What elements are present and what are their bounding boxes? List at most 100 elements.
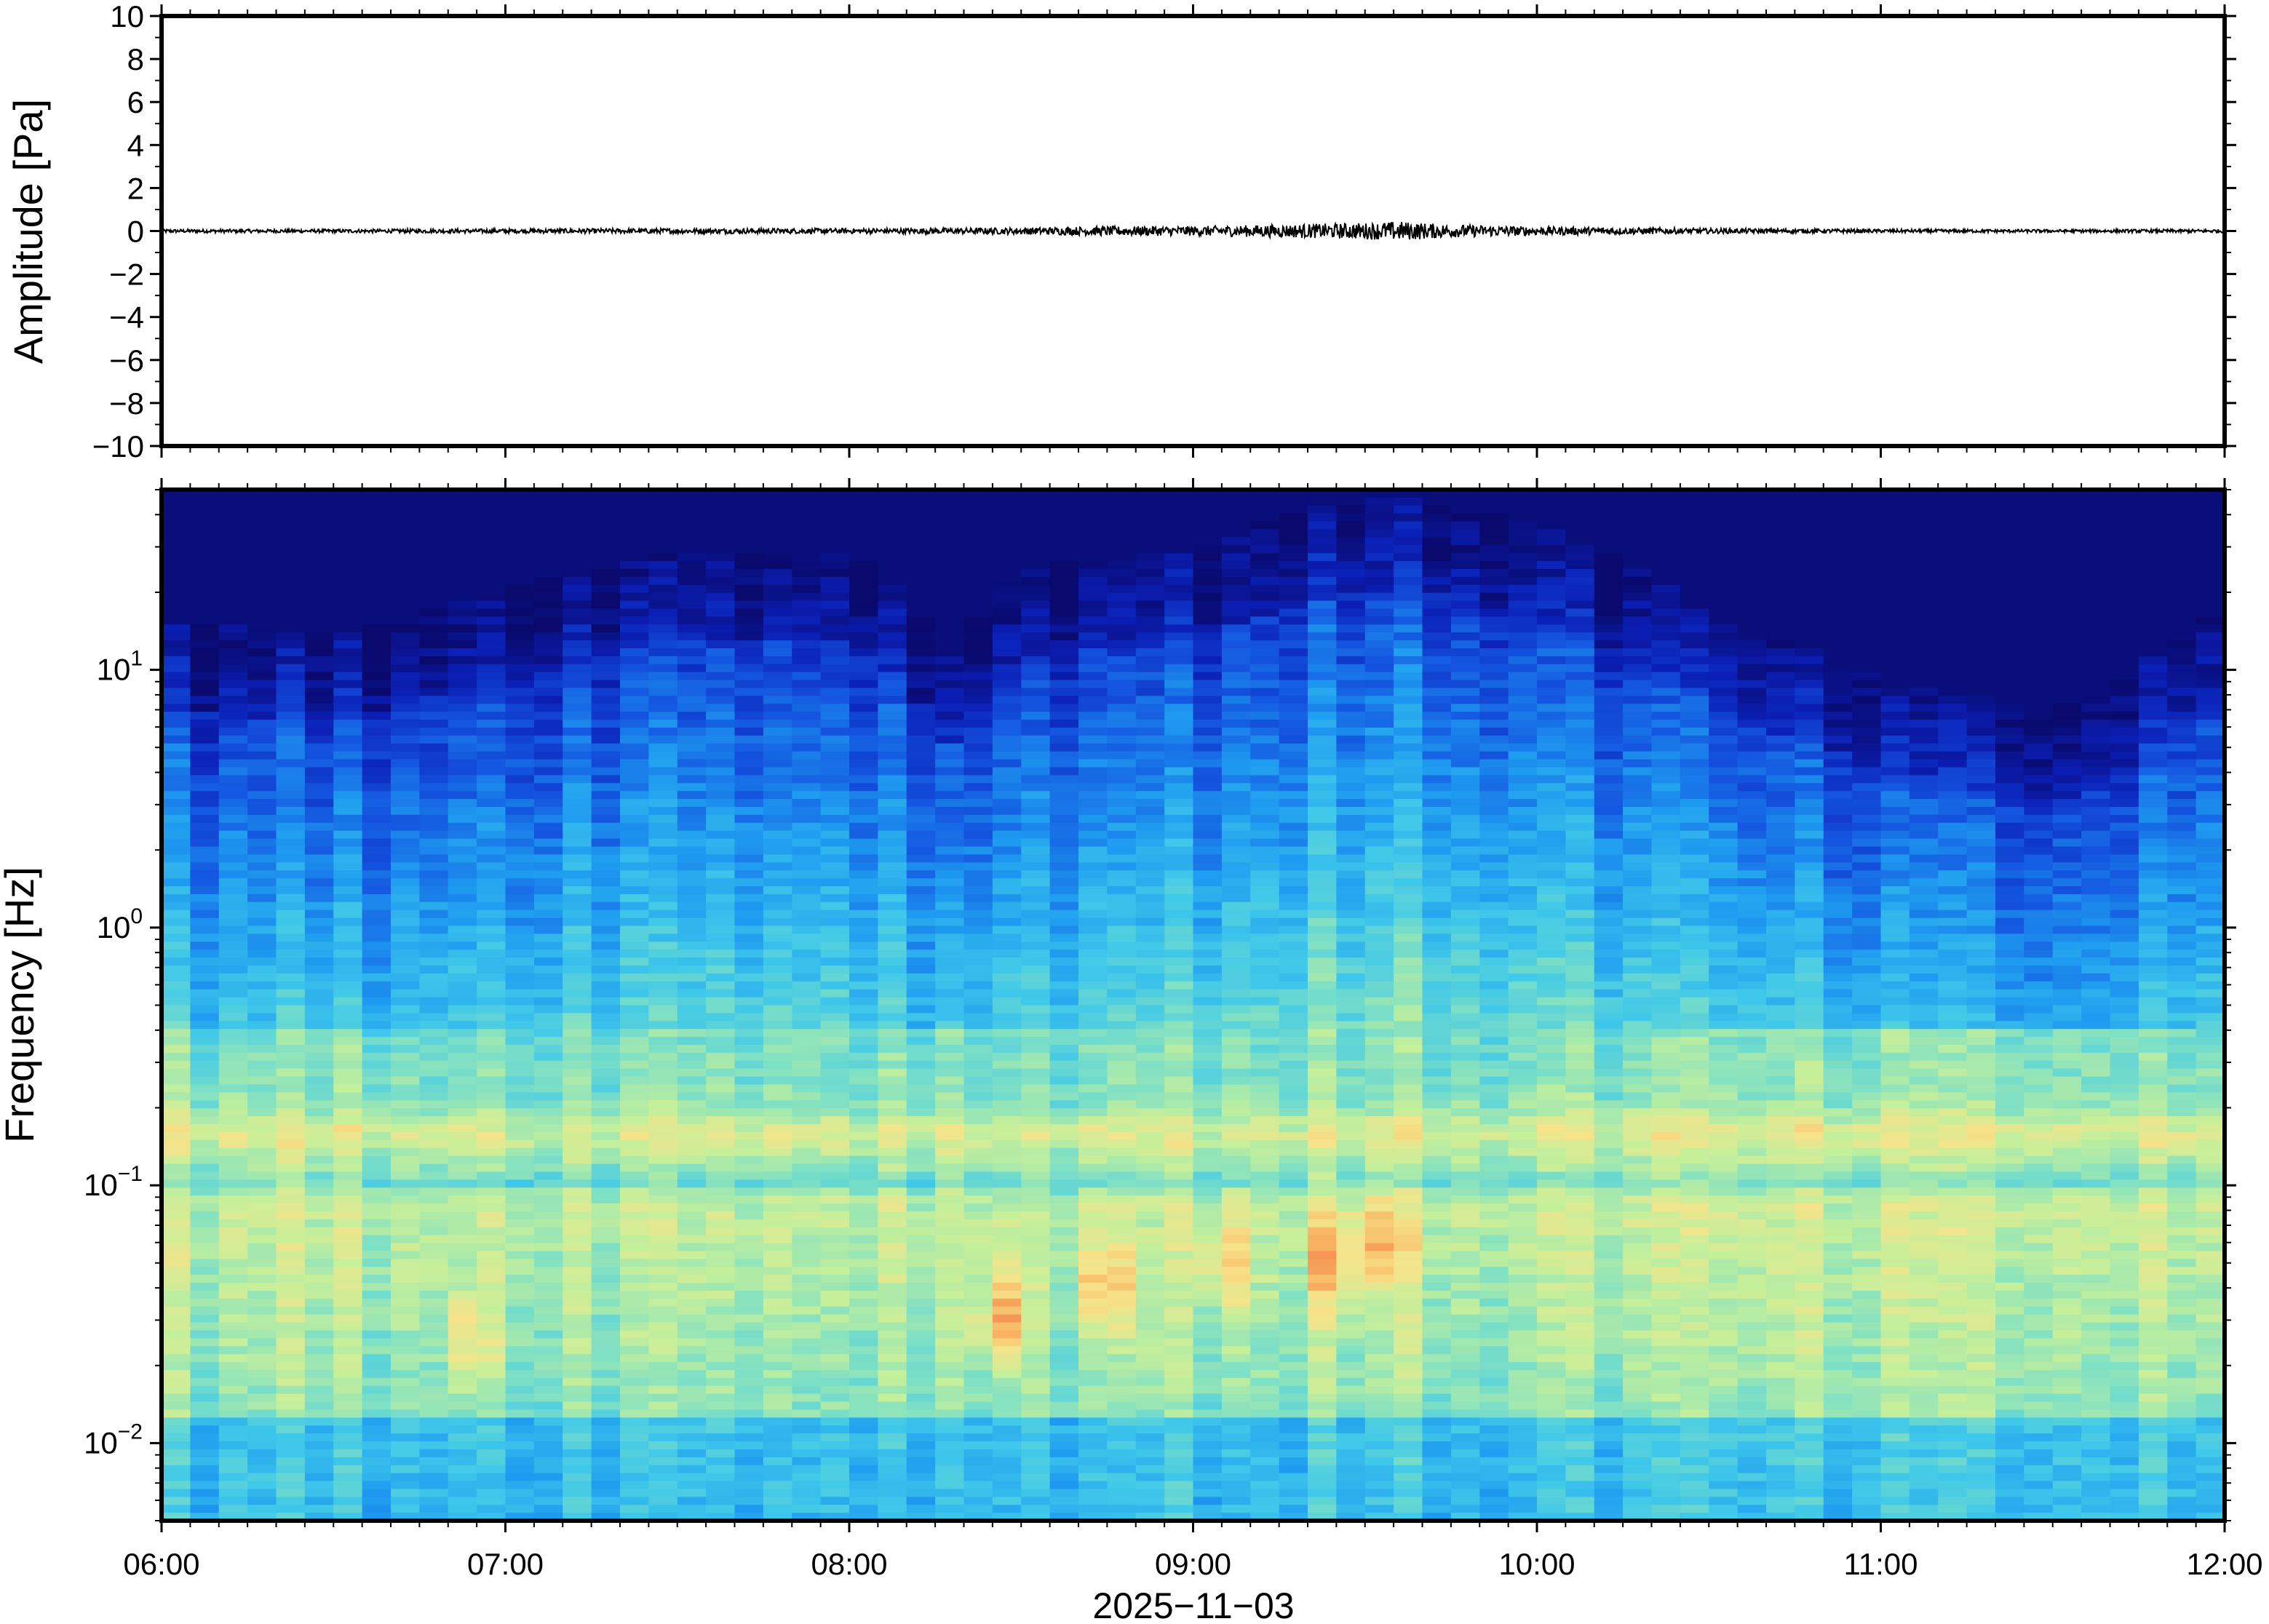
spectrogram-cell (1193, 1155, 1223, 1165)
spectrogram-cell (906, 1037, 936, 1046)
spectrogram-cell (792, 1401, 822, 1410)
spectrogram-cell (563, 497, 592, 506)
spectrogram-cell (963, 561, 993, 570)
spectrogram-cell (763, 751, 792, 760)
spectrogram-cell (247, 1092, 277, 1101)
spectrogram-cell (362, 584, 392, 594)
spectrogram-cell (1107, 1084, 1137, 1093)
spectrogram-cell (820, 553, 850, 562)
spectrogram-cell (218, 934, 248, 942)
spectrogram-cell (563, 1131, 592, 1141)
spectrogram-cell (648, 1346, 678, 1355)
spectrogram-cell (706, 576, 736, 586)
spectrogram-cell (419, 981, 449, 990)
spectrogram-cell (448, 1251, 477, 1259)
spectrogram-cell (391, 1037, 420, 1046)
spectrogram-cell (505, 521, 535, 530)
spectrogram-cell (1193, 1259, 1223, 1267)
spectrogram-cell (591, 1068, 621, 1078)
spectrogram-cell (849, 1283, 878, 1291)
spectrogram-cell (963, 1013, 993, 1022)
spectrogram-cell (878, 712, 907, 720)
spectrogram-cell (448, 521, 477, 530)
spectrogram-cell (362, 1052, 392, 1062)
spectrogram-cell (1193, 1092, 1223, 1101)
spectrogram-cell (419, 1385, 449, 1395)
spectrogram-cell (706, 878, 736, 887)
spectrogram-cell (190, 1283, 220, 1291)
spectrogram-cell (620, 1084, 649, 1093)
spectrogram-cell (1135, 1259, 1165, 1267)
spectrogram-cell (734, 958, 764, 966)
spectrogram-cell (563, 791, 592, 800)
spectrogram-cell (820, 918, 850, 927)
spectrogram-cell (218, 1457, 248, 1466)
spectrogram-cell (878, 640, 907, 649)
spectrogram-cell (734, 791, 764, 800)
spectrogram-cell (563, 870, 592, 879)
spectrogram-cell (677, 712, 707, 720)
spectrogram-cell (362, 1171, 392, 1180)
spectrogram-cell (1049, 1497, 1079, 1505)
spectrogram-cell (1078, 1203, 1108, 1212)
spectrogram-cell (763, 640, 792, 649)
spectrogram-cell (706, 696, 736, 704)
spectrogram-cell (533, 688, 563, 696)
spectrogram-cell (849, 1147, 878, 1157)
spectrogram-cell (563, 1275, 592, 1283)
spectrogram-cell (362, 640, 392, 649)
spectrogram-cell (448, 767, 477, 776)
spectrogram-cell (1049, 728, 1079, 736)
spectrogram-cell (935, 1441, 965, 1450)
spectrogram-cell (706, 950, 736, 958)
spectrogram-cell (563, 1489, 592, 1497)
spectrogram-cell (992, 767, 1022, 776)
spectrogram-cell (477, 1092, 506, 1101)
spectrogram-cell (820, 735, 850, 744)
spectrogram-cell (734, 1163, 764, 1172)
spectrogram-cell (1049, 576, 1079, 586)
spectrogram-cell (906, 537, 936, 546)
spectrogram-cell (533, 743, 563, 752)
spectrogram-cell (706, 814, 736, 824)
spectrogram-cell (878, 1489, 907, 1497)
spectrogram-cell (218, 1267, 248, 1275)
spectrogram-cell (448, 656, 477, 665)
spectrogram-cell (1049, 1433, 1079, 1442)
spectrogram-cell (477, 1124, 506, 1133)
spectrogram-cell (792, 720, 822, 728)
spectrogram-cell (620, 1283, 649, 1291)
spectrogram-cell (849, 1362, 878, 1371)
spectrogram-cell (906, 830, 936, 840)
spectrogram-cell (820, 942, 850, 950)
spectrogram-cell (304, 1465, 334, 1474)
spectrogram-cell (820, 1385, 850, 1395)
spectrogram-cell (419, 966, 449, 974)
spectrogram-cell (190, 1147, 220, 1157)
spectrogram-cell (533, 592, 563, 602)
spectrogram-cell (247, 1290, 277, 1299)
spectrogram-cell (906, 1219, 936, 1228)
spectrogram-cell (276, 1045, 306, 1054)
spectrogram-cell (849, 799, 878, 808)
spectrogram-cell (1021, 1283, 1051, 1291)
spectrogram-cell (1078, 909, 1108, 919)
spectrogram-cell (505, 799, 535, 808)
spectrogram-cell (763, 600, 792, 610)
spectrogram-cell (1107, 696, 1137, 704)
spectrogram-cell (448, 1338, 477, 1347)
spectrogram-cell (734, 656, 764, 665)
spectrogram-cell (763, 1465, 792, 1474)
spectrogram-cell (591, 1473, 621, 1482)
spectrogram-cell (333, 1362, 363, 1371)
spectrogram-cell (878, 1243, 907, 1251)
spectrogram-cell (878, 1171, 907, 1180)
spectrogram-cell (477, 886, 506, 895)
spectrogram-cell (591, 1330, 621, 1339)
spectrogram-cell (162, 688, 191, 696)
spectrogram-cell (620, 648, 649, 657)
spectrogram-cell (190, 616, 220, 625)
spectrogram-cell (419, 958, 449, 966)
spectrogram-cell (304, 1060, 334, 1070)
spectrogram-cell (1049, 1116, 1079, 1125)
